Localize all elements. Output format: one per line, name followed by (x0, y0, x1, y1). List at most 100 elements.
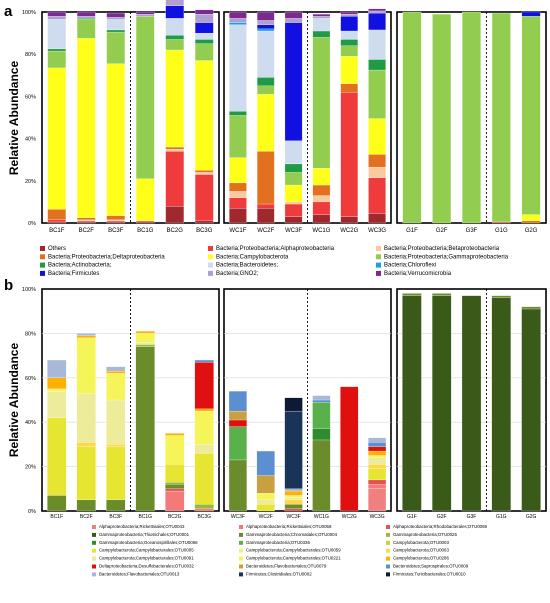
bar-segment (312, 428, 331, 441)
bar-segment (256, 30, 275, 78)
bar-segment (47, 48, 67, 52)
y-tick-label: 20% (25, 465, 36, 471)
legend-label: Campylobacterota;Campylobacterales;OTU00… (99, 556, 194, 561)
bar-segment (194, 410, 214, 445)
bar-segment (368, 437, 387, 443)
bar-segment (194, 508, 214, 512)
bar-segment (368, 464, 387, 469)
legend-swatch (92, 525, 96, 529)
bar-segment (402, 11, 422, 224)
bar-segment (194, 60, 214, 171)
bar-segment (194, 504, 214, 509)
bar-segment (106, 373, 126, 401)
chart-a: 0% 20% 40% 60% 80% 100% BC1F BC2F BC3F BC1G BC2G BC… (22, 0, 547, 234)
bar-segment (256, 493, 275, 501)
bar-segment (284, 22, 303, 141)
legend-label: Bacteria;Chloroflexi (384, 263, 436, 269)
bar-segment (229, 22, 247, 25)
legend-swatch (92, 540, 96, 545)
x-tick-label: WC1G (312, 228, 330, 234)
bar-segment (76, 221, 96, 224)
bar-segment (256, 499, 275, 505)
x-tick-label: BC2F (79, 228, 95, 234)
legend-label: Bacteria;Firmicutes (48, 271, 99, 277)
bar-segment (135, 333, 155, 343)
bar-segment (165, 149, 185, 152)
bar-segment (165, 482, 185, 485)
bar-segment (165, 39, 185, 51)
bar-segment (47, 219, 67, 223)
x-tick-label: BC1F (50, 514, 63, 520)
panel-a-ylabel: Relative Abundance (7, 61, 21, 176)
legend-label: Bacteria;Bacteroidetes; (216, 263, 278, 269)
bar-segment (312, 439, 331, 512)
bar-segment (340, 11, 359, 15)
bar-segment (284, 504, 303, 509)
x-tick-label: WC2F (257, 228, 274, 234)
x-tick-label: G3F (467, 514, 477, 520)
bar-segment (312, 395, 331, 401)
bar-segment (229, 24, 247, 112)
bar-segment (194, 408, 214, 412)
x-tick-label: G2G (525, 228, 538, 234)
bar-segment (521, 11, 541, 17)
bar-segment (194, 9, 214, 15)
bar-segment (312, 16, 331, 19)
bar-segment (284, 508, 303, 512)
bar-segment (106, 221, 126, 224)
legend-label: Deltaproteobacteria;Desulfobacterales;OT… (99, 564, 194, 569)
bar-segment (76, 442, 96, 447)
bar-segment (106, 215, 126, 220)
bar-segment (368, 12, 386, 31)
bar-segment (491, 297, 511, 512)
bar-segment (47, 221, 67, 224)
bar-segment (312, 184, 331, 196)
x-tick-label: WC3F (231, 514, 245, 520)
bar-segment (106, 29, 126, 33)
y-tick-label: 80% (25, 331, 36, 337)
bar-segment (368, 484, 387, 489)
x-tick-label: WC2F (259, 514, 273, 520)
bar-segment (368, 446, 387, 452)
legend-a: Others Bacteria;Proteobacteria;Alphaprote… (40, 246, 509, 277)
bar-segment (368, 455, 387, 458)
y-tick-label: 100% (22, 287, 36, 293)
bar-segment (194, 453, 214, 505)
bar-segment (76, 499, 96, 512)
legend-label: Campylobacterota;Campylobacterales;OTU00… (246, 548, 341, 553)
bar-segment (165, 151, 185, 207)
x-tick-label: G2F (436, 228, 448, 234)
y-tick-label: 0% (28, 221, 36, 227)
bar-segment (106, 19, 126, 31)
bar-segment (312, 402, 331, 429)
legend-label: Campylobacterota;Campylobacterales;OTU00… (99, 548, 194, 553)
bar-segment (194, 22, 214, 34)
x-tick-label: BC3F (109, 514, 122, 520)
bar-segment (284, 172, 303, 186)
y-tick-label: 40% (25, 137, 36, 143)
x-tick-label: G3F (466, 228, 478, 234)
legend-label: Bacteria;Proteobacteria;Deltaproteobacte… (48, 254, 165, 260)
bar-segment (165, 0, 185, 6)
x-tick-label: BC3G (197, 514, 211, 520)
bar-segment (106, 31, 126, 64)
legend-swatch (386, 525, 390, 529)
legend-b: Alphaproteobacteria;Rickettsiales;OTU004… (92, 524, 488, 577)
legend-swatch (386, 548, 390, 553)
bar-segment (76, 335, 96, 338)
x-tick-label: G1F (406, 228, 418, 234)
bar-segment (47, 209, 67, 220)
x-tick-label: G1F (407, 514, 417, 520)
bar-segment (491, 12, 511, 223)
bar-segment (432, 13, 452, 224)
bar-segment (432, 295, 452, 512)
bar-segment (521, 214, 541, 222)
legend-label: Bacteria;Campylobacterota (216, 254, 289, 260)
x-tick-label: WC2G (340, 228, 358, 234)
bar-segment (284, 140, 303, 165)
legend-label: Firmicutes;Turicibacterales;OTU0010 (393, 571, 466, 576)
bar-segment (284, 163, 303, 173)
bar-segment (256, 203, 275, 209)
bar-segment (47, 67, 67, 210)
bar-segment (229, 197, 247, 209)
